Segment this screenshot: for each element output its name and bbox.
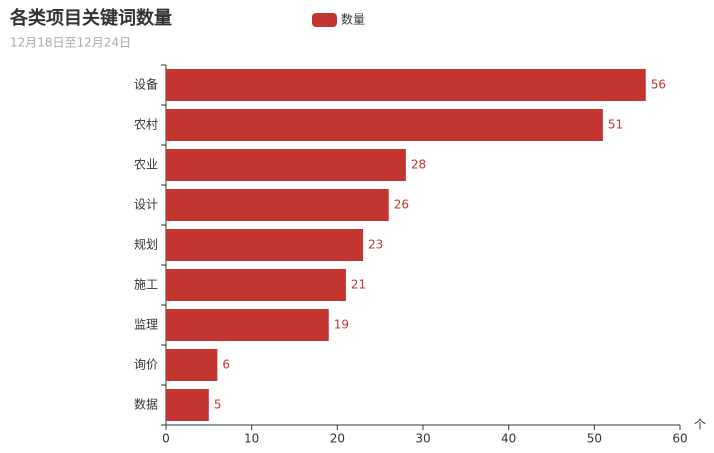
data-label: 26	[394, 198, 409, 212]
chart-title: 各类项目关键词数量	[9, 7, 172, 29]
legend-swatch	[312, 13, 337, 27]
y-tick-label: 数据	[134, 397, 158, 412]
x-tick-label: 10	[244, 432, 259, 446]
bar	[166, 109, 603, 141]
y-tick-label: 监理	[134, 318, 158, 332]
data-label: 5	[214, 398, 222, 412]
x-tick-label: 40	[501, 432, 516, 446]
y-tick-label: 设计	[134, 198, 158, 212]
x-tick-label: 60	[672, 432, 687, 446]
data-label: 23	[368, 238, 383, 252]
x-axis-name: 个	[694, 418, 706, 432]
bar	[166, 389, 209, 421]
bar	[166, 309, 329, 341]
data-label: 21	[351, 278, 366, 292]
y-tick-label: 施工	[134, 278, 158, 292]
bar	[166, 189, 389, 221]
bar	[166, 349, 218, 381]
legend-label: 数量	[341, 12, 365, 27]
x-tick-label: 50	[587, 432, 602, 446]
y-tick-label: 询价	[134, 358, 158, 372]
data-label: 28	[411, 158, 426, 172]
y-tick-label: 设备	[134, 78, 158, 92]
y-tick-label: 农村	[134, 118, 158, 132]
x-tick-label: 30	[415, 432, 430, 446]
bar	[166, 269, 346, 301]
data-label: 56	[651, 78, 666, 92]
data-label: 6	[222, 358, 230, 372]
data-label: 19	[334, 318, 349, 332]
y-tick-label: 规划	[134, 237, 158, 252]
y-tick-label: 农业	[134, 158, 158, 172]
bar	[166, 149, 406, 181]
data-label: 51	[608, 118, 623, 132]
chart-subtitle: 12月18日至12月24日	[10, 36, 131, 50]
x-tick-label: 0	[162, 432, 170, 446]
x-tick-label: 20	[330, 432, 345, 446]
bar	[166, 229, 364, 261]
bar	[166, 69, 646, 101]
